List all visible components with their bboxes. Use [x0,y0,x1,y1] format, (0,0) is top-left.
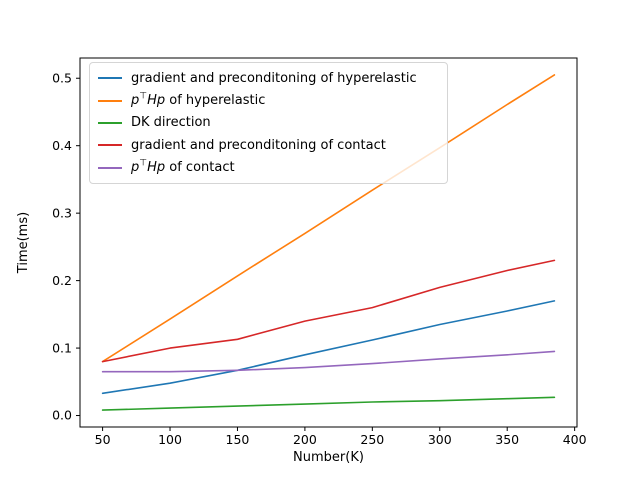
y-axis-label: Time(ms) [16,212,31,274]
axes-spines [79,57,578,428]
x-axis-label: Number(K) [293,450,364,465]
x-tick-label: 250 [360,432,384,447]
legend-item: p⊤Hp of contact [98,157,439,179]
x-tick-label: 300 [428,432,452,447]
series-line [101,74,556,363]
series-line [101,350,556,373]
x-tick-label: 100 [158,432,182,447]
legend-line-swatch [98,166,122,169]
y-tick-label: 0.1 [52,340,72,355]
x-tick-label: 150 [226,432,250,447]
legend-line-swatch [98,99,122,102]
legend-item: gradient and preconditoning of hyperelas… [98,67,439,89]
legend-line-swatch [98,77,122,80]
series-line [101,259,556,363]
legend-item: DK direction [98,112,439,134]
y-tick-label: 0.4 [52,138,72,153]
y-tick-label: 0.0 [52,408,72,423]
legend-line-swatch [98,144,122,147]
series-lines [101,74,556,411]
legend-label: p⊤Hp of contact [131,158,235,176]
x-tick-label: 400 [563,432,587,447]
legend-label: DK direction [131,115,211,131]
y-tick-label: 0.3 [52,205,72,220]
legend-item: p⊤Hp of hyperelastic [98,90,439,112]
series-line [101,396,556,411]
legend-label: p⊤Hp of hyperelastic [131,91,266,109]
legend-item: gradient and preconditoning of contact [98,134,439,156]
legend-line-swatch [98,121,122,124]
x-tick-label: 200 [293,432,317,447]
x-tick-label: 350 [495,432,519,447]
legend-label: gradient and preconditoning of hyperelas… [131,70,417,86]
x-tick-label: 50 [95,432,111,447]
y-tick-label: 0.2 [52,273,72,288]
axes: 50 100 150 200 250 300 350 400 0.0 0.1 0.2 0.3 0.4 0.… [52,57,587,447]
y-tick-label: 0.5 [52,70,72,85]
series-line [101,300,556,395]
legend: gradient and preconditoning of hyperelas… [89,62,448,184]
legend-label: gradient and preconditoning of contact [131,137,386,153]
